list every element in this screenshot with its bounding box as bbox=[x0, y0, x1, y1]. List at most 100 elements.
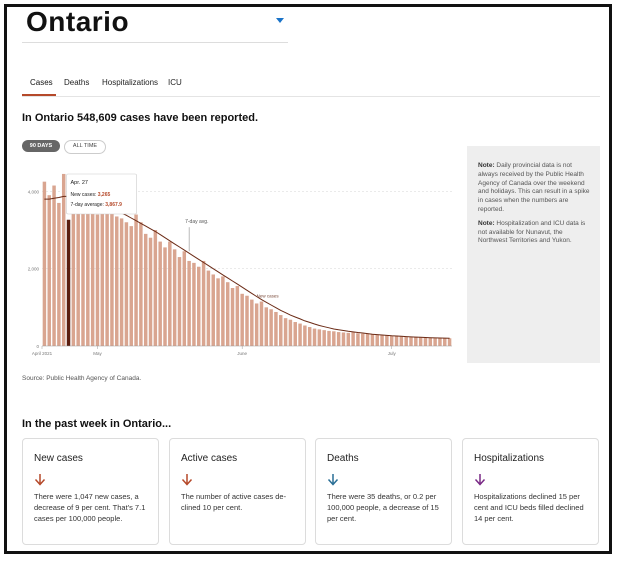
bar bbox=[197, 266, 201, 346]
bar bbox=[90, 202, 95, 346]
tab-hospitalizations[interactable]: Hospitalizations bbox=[102, 78, 159, 87]
bar bbox=[433, 338, 437, 346]
bar bbox=[240, 293, 244, 346]
bar bbox=[119, 218, 124, 346]
bar bbox=[245, 295, 249, 346]
bar bbox=[177, 257, 182, 346]
bar bbox=[264, 307, 269, 346]
bar bbox=[76, 195, 80, 346]
bar bbox=[124, 222, 129, 346]
region-selector[interactable]: Ontario bbox=[22, 6, 288, 43]
new-cases-annotation: New cases bbox=[257, 293, 280, 298]
tooltip-date: Apr. 27 bbox=[71, 180, 88, 186]
bar bbox=[143, 233, 148, 346]
bar bbox=[52, 185, 56, 346]
cases-chart: 0 2,000 4,000 April 2021 May June July 7-day av… bbox=[28, 173, 452, 356]
bar bbox=[322, 330, 326, 346]
bar bbox=[365, 334, 370, 346]
bar bbox=[394, 335, 399, 346]
bar bbox=[95, 214, 100, 346]
bar bbox=[105, 212, 109, 346]
bar bbox=[57, 202, 61, 346]
bar bbox=[312, 328, 317, 346]
arrow-down-icon bbox=[181, 473, 193, 491]
bar bbox=[332, 331, 336, 346]
region-title: Ontario bbox=[26, 6, 130, 37]
bar bbox=[225, 282, 230, 346]
bar bbox=[327, 330, 331, 346]
tab-cases[interactable]: Cases bbox=[30, 78, 53, 87]
x-tick-label: June bbox=[237, 351, 247, 356]
y-tick-label: 2,000 bbox=[28, 267, 40, 272]
card-text: The number of active cases de­clined 10 … bbox=[181, 492, 287, 512]
chevron-down-icon[interactable] bbox=[276, 18, 284, 23]
card-title: Hospitalizations bbox=[474, 453, 545, 464]
bar bbox=[298, 323, 302, 346]
bar bbox=[134, 214, 138, 346]
card-title: Deaths bbox=[327, 453, 359, 464]
tab-icu[interactable]: ICU bbox=[168, 78, 182, 87]
bar bbox=[235, 286, 240, 346]
arrow-down-icon bbox=[474, 473, 486, 491]
bar bbox=[443, 338, 447, 346]
bar bbox=[47, 195, 51, 346]
bar bbox=[230, 288, 235, 346]
bar bbox=[279, 315, 283, 346]
bar bbox=[307, 327, 312, 346]
bar bbox=[115, 216, 119, 346]
bar bbox=[153, 230, 158, 346]
arrow-down-icon bbox=[327, 473, 339, 491]
bar bbox=[216, 278, 220, 346]
bar bbox=[192, 262, 196, 346]
bar bbox=[288, 319, 293, 346]
tooltip-box bbox=[66, 173, 137, 215]
bar bbox=[428, 337, 433, 346]
bar bbox=[221, 276, 225, 346]
bar bbox=[201, 260, 206, 346]
card-text: There were 35 deaths, or 0.2 per 100,000… bbox=[327, 492, 439, 523]
bar bbox=[341, 332, 346, 346]
bar bbox=[336, 332, 341, 346]
bar bbox=[370, 334, 375, 346]
active-tab-indicator bbox=[22, 94, 56, 96]
bar bbox=[250, 299, 254, 346]
bar bbox=[100, 204, 105, 346]
bar bbox=[66, 219, 71, 346]
bar bbox=[351, 332, 355, 346]
bar bbox=[303, 325, 307, 346]
tab-deaths[interactable]: Deaths bbox=[64, 78, 90, 87]
bar bbox=[418, 337, 423, 346]
bar bbox=[86, 210, 90, 346]
arrow-down-icon bbox=[34, 473, 46, 491]
bar bbox=[447, 338, 452, 346]
bar bbox=[269, 309, 273, 346]
bar bbox=[423, 337, 428, 346]
bar bbox=[139, 222, 143, 346]
y-tick-label: 0 bbox=[36, 344, 39, 349]
range-all-time-button[interactable]: ALL TIME bbox=[64, 140, 106, 154]
bar bbox=[42, 181, 47, 346]
bar bbox=[385, 335, 389, 346]
bar bbox=[187, 260, 191, 346]
bar bbox=[172, 249, 177, 346]
notes-panel: Note: Daily provincial data is not alway… bbox=[467, 146, 600, 363]
bar bbox=[61, 173, 66, 346]
note-hospitalization-data: Note: Hospitalization and ICU data is no… bbox=[478, 219, 586, 245]
note-weekend-data: Note: Daily provincial data is not alway… bbox=[478, 162, 590, 213]
bar bbox=[293, 322, 297, 346]
x-tick-label: April 2021 bbox=[32, 351, 53, 356]
range-90-days-button[interactable]: 90 DAYS bbox=[22, 140, 60, 152]
x-tick-label: July bbox=[388, 351, 397, 356]
bar bbox=[380, 335, 384, 346]
bar bbox=[389, 335, 394, 346]
card-deaths: Deaths There were 35 deaths, or 0.2 per … bbox=[315, 438, 452, 545]
bar bbox=[414, 336, 418, 346]
bar bbox=[399, 336, 404, 346]
bar bbox=[148, 237, 153, 346]
x-tick-label: May bbox=[93, 351, 102, 356]
bar bbox=[71, 189, 76, 346]
bar bbox=[283, 318, 288, 346]
bar bbox=[438, 337, 442, 346]
y-tick-label: 4,000 bbox=[28, 189, 40, 194]
metric-tabs: Cases Deaths Hospitalizations ICU bbox=[22, 74, 600, 97]
